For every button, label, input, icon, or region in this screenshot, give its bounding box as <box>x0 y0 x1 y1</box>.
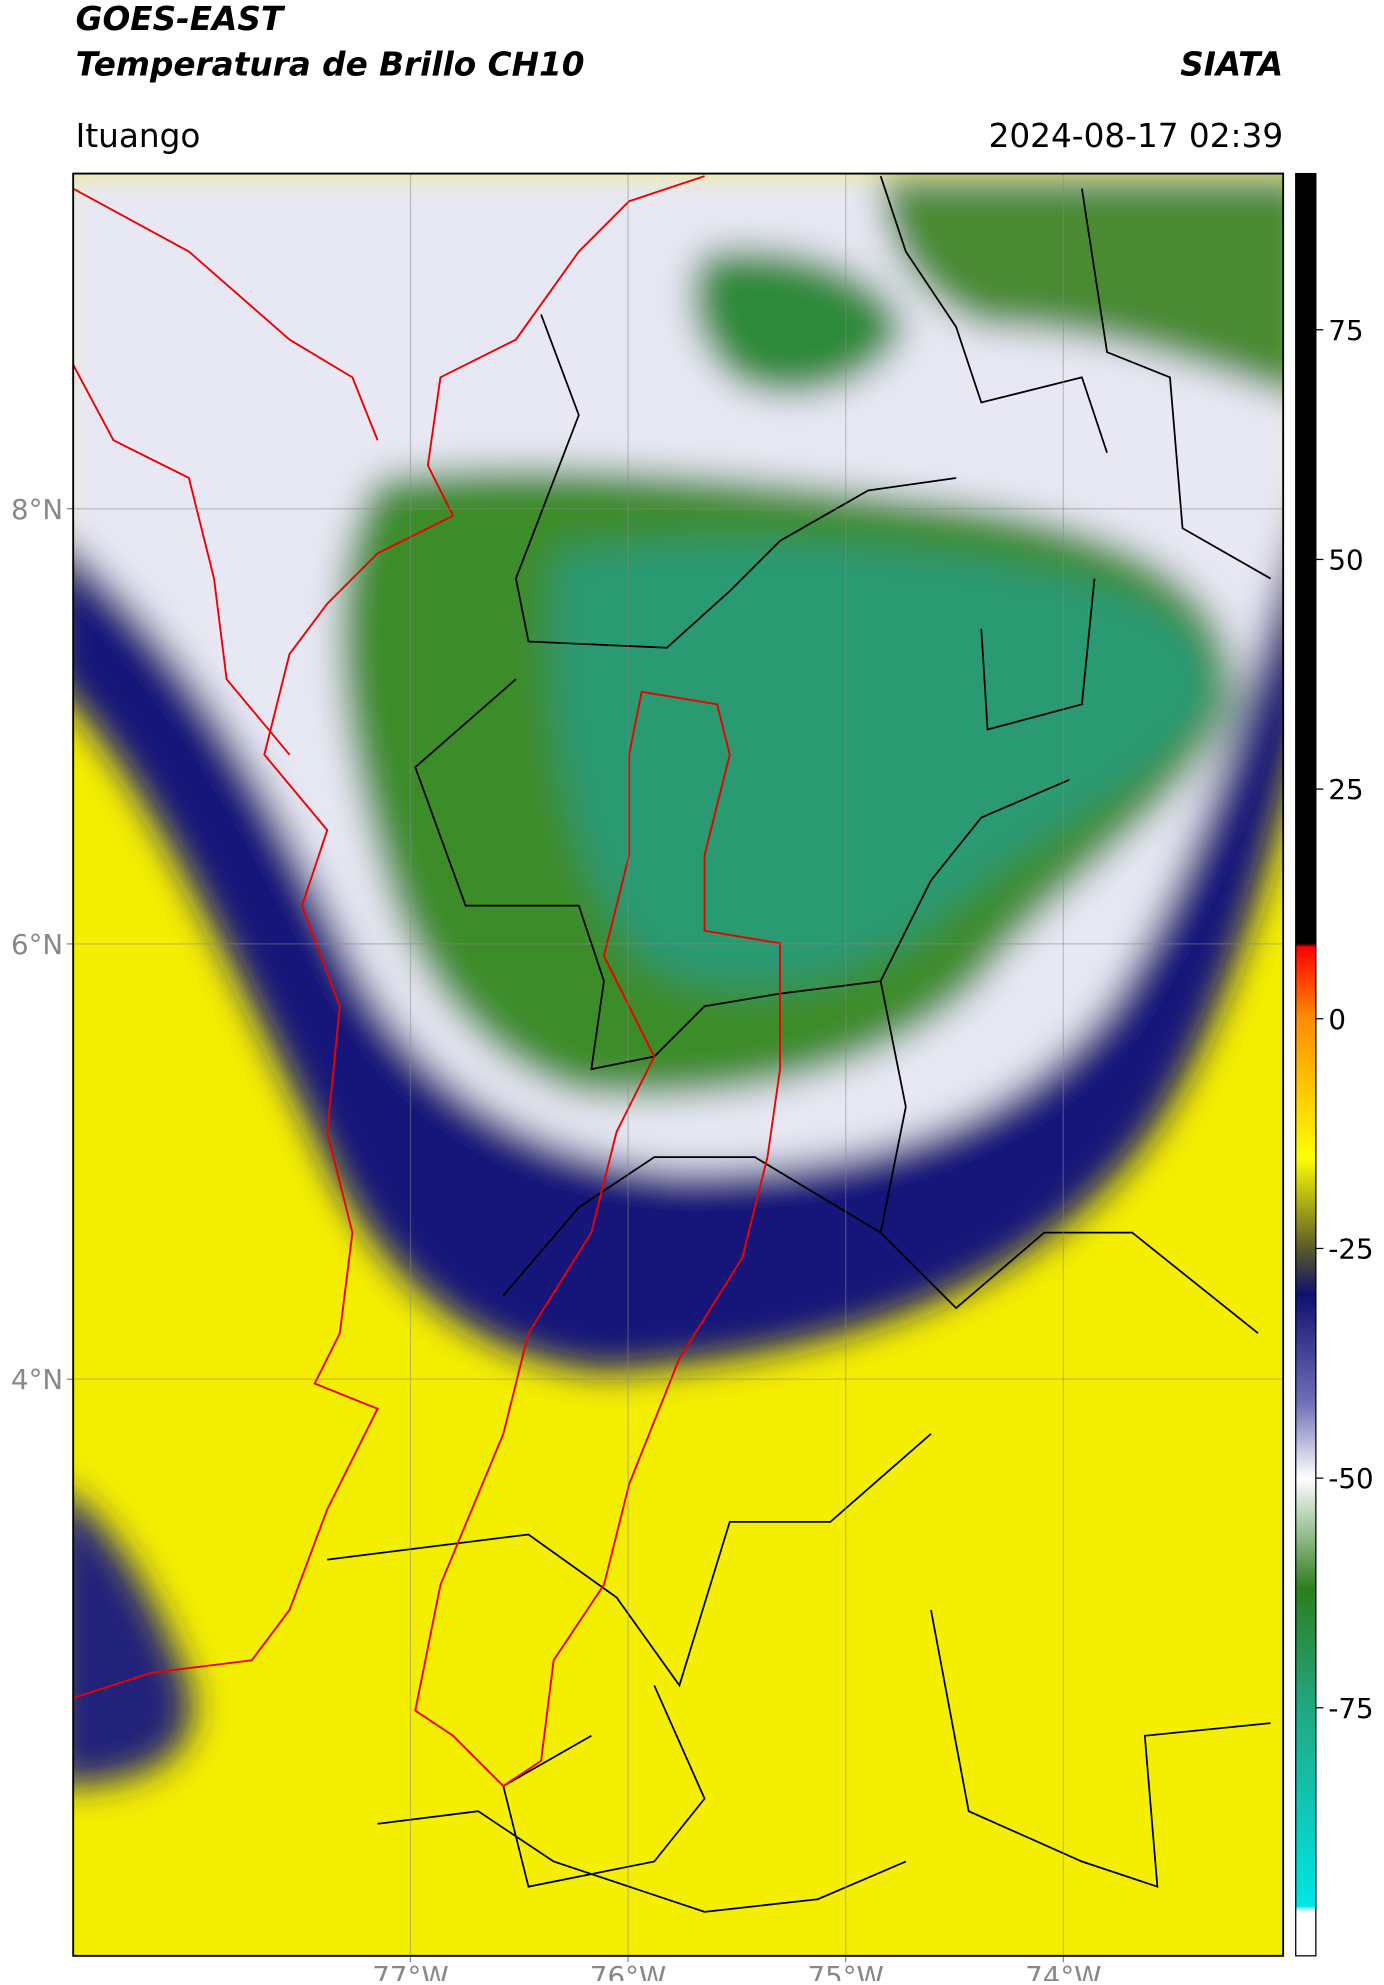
colorbar-tick-label: 25 <box>1328 773 1363 806</box>
y-tick-label: 4°N <box>11 1363 63 1396</box>
y-tick-label: 6°N <box>11 928 63 961</box>
x-tick-label: 76°W <box>590 1960 666 1981</box>
colorbar-tick-label: 75 <box>1328 314 1363 347</box>
colorbar-ticks <box>1315 329 1324 1709</box>
colorbar <box>1295 172 1317 1957</box>
colorbar-tick-label: 0 <box>1328 1003 1346 1036</box>
x-tick-label: 75°W <box>808 1960 884 1981</box>
graticule <box>66 173 1284 1963</box>
y-tick-label: 8°N <box>11 493 63 526</box>
colorbar-tick-label: -25 <box>1328 1233 1373 1266</box>
x-tick-label: 74°W <box>1025 1960 1101 1981</box>
region: Ituango <box>76 117 201 155</box>
colorbar-tick-label: 50 <box>1328 543 1363 576</box>
coastline-and-basin <box>73 175 781 1788</box>
map-frame <box>72 172 1285 1957</box>
title: GOES-EAST <box>76 0 286 38</box>
datetime: 2024-08-17 02:39 <box>989 117 1284 155</box>
source: SIATA <box>1180 45 1283 83</box>
colorbar-tick-label: -50 <box>1328 1462 1373 1495</box>
satellite-image <box>73 173 1284 1956</box>
subtitle: Temperatura de Brillo CH10 <box>76 45 585 83</box>
x-tick-label: 77°W <box>372 1960 448 1981</box>
colorbar-tick-label: -75 <box>1328 1692 1373 1725</box>
